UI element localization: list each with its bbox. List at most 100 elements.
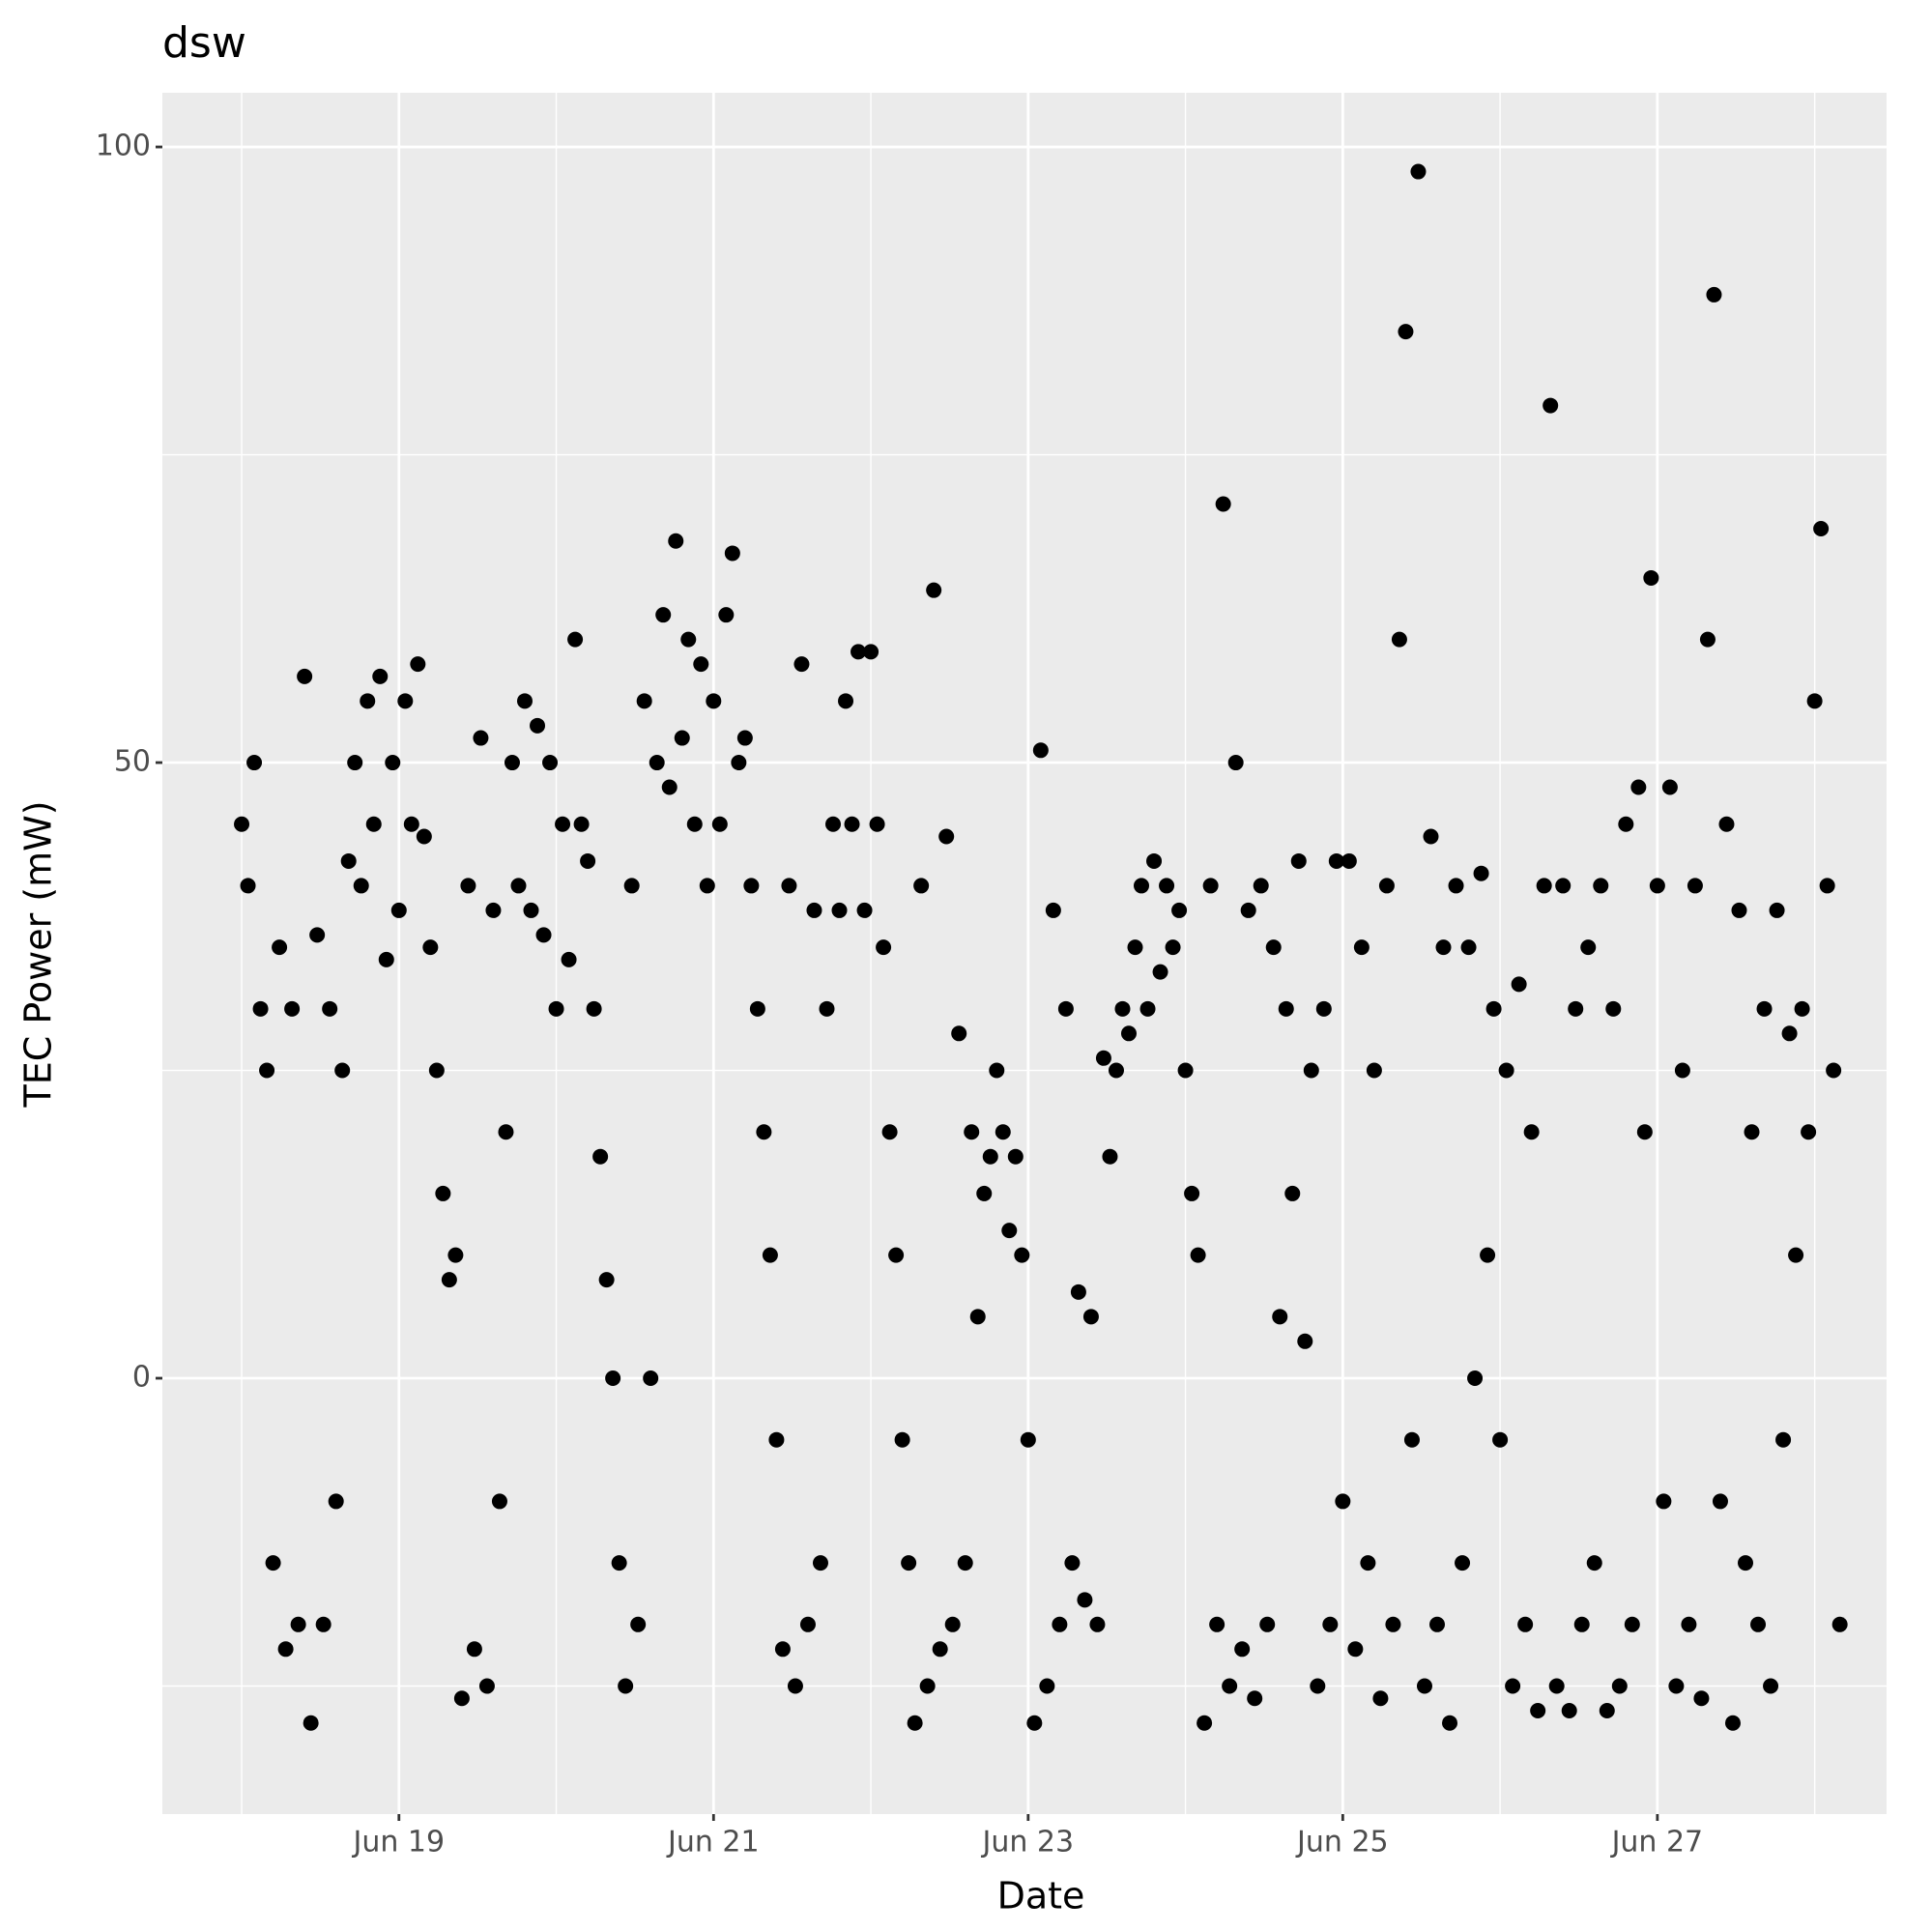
point (762, 1247, 778, 1263)
point (453, 1690, 470, 1707)
point (478, 1678, 495, 1694)
point (1403, 1431, 1420, 1448)
point (315, 1616, 332, 1632)
point (1724, 1715, 1741, 1731)
point (1530, 1702, 1546, 1718)
point (240, 878, 256, 894)
point (1763, 1678, 1779, 1694)
point (1165, 939, 1181, 956)
point (768, 1431, 785, 1448)
point (1259, 1616, 1276, 1632)
point (1202, 878, 1219, 894)
point (284, 1000, 301, 1017)
point (1649, 878, 1665, 894)
point (447, 1247, 464, 1263)
point (441, 1272, 457, 1288)
point (435, 1185, 451, 1201)
point (328, 1493, 344, 1510)
point (592, 1148, 609, 1165)
point (1045, 902, 1061, 918)
chart-title: dsw (162, 18, 246, 68)
point (410, 656, 426, 673)
point (793, 656, 810, 673)
point (1801, 1124, 1817, 1140)
point (1014, 1247, 1030, 1263)
point (1146, 852, 1163, 869)
y-tick-label: 100 (96, 130, 151, 163)
point (567, 631, 584, 648)
point (1416, 1678, 1432, 1694)
point (1826, 1062, 1842, 1079)
point (1082, 1309, 1099, 1325)
point (234, 816, 250, 832)
point (1593, 878, 1609, 894)
point (1347, 1641, 1364, 1658)
point (913, 878, 930, 894)
point (1480, 1247, 1496, 1263)
point (1120, 1025, 1137, 1042)
point (1315, 1000, 1332, 1017)
point (856, 902, 873, 918)
point (1523, 1124, 1540, 1140)
point (944, 1616, 961, 1632)
point (1435, 939, 1452, 956)
point (774, 1641, 791, 1658)
point (1511, 976, 1527, 993)
point (964, 1124, 980, 1140)
point (851, 644, 867, 660)
point (1360, 1555, 1376, 1572)
point (1706, 286, 1722, 303)
point (731, 755, 747, 771)
point (1032, 742, 1049, 759)
point (1303, 1062, 1319, 1079)
point (1460, 939, 1477, 956)
point (1568, 1000, 1584, 1017)
point (706, 693, 722, 709)
point (643, 1370, 659, 1387)
point (799, 1616, 816, 1632)
point (894, 1431, 910, 1448)
point (1020, 1431, 1036, 1448)
point (265, 1555, 281, 1572)
point (1341, 852, 1357, 869)
point (1159, 878, 1175, 894)
panel (162, 93, 1887, 1814)
point (649, 755, 665, 771)
y-axis-title: TEC Power (mW) (17, 800, 60, 1108)
x-tick-label: Jun 25 (1295, 1826, 1389, 1860)
point (378, 951, 394, 967)
point (259, 1062, 275, 1079)
point (530, 717, 546, 734)
point (1297, 1333, 1313, 1349)
point (982, 1148, 998, 1165)
point (1674, 1062, 1690, 1079)
point (246, 755, 263, 771)
point (360, 693, 376, 709)
point (1611, 1678, 1628, 1694)
point (1077, 1592, 1093, 1608)
point (1209, 1616, 1226, 1632)
point (901, 1555, 917, 1572)
point (1197, 1715, 1213, 1731)
point (1284, 1185, 1301, 1201)
point (1788, 1247, 1804, 1263)
point (403, 816, 419, 832)
point (976, 1185, 993, 1201)
point (876, 939, 892, 956)
point (1498, 1062, 1514, 1079)
point (561, 951, 577, 967)
point (516, 693, 533, 709)
point (535, 927, 552, 943)
point (428, 1062, 445, 1079)
point (1057, 1000, 1074, 1017)
point (397, 693, 414, 709)
point (548, 1000, 564, 1017)
point (1448, 878, 1464, 894)
point (1290, 852, 1307, 869)
point (1095, 1050, 1111, 1066)
point (630, 1616, 647, 1632)
point (863, 644, 879, 660)
point (831, 902, 848, 918)
point (693, 656, 709, 673)
point (1661, 779, 1678, 795)
